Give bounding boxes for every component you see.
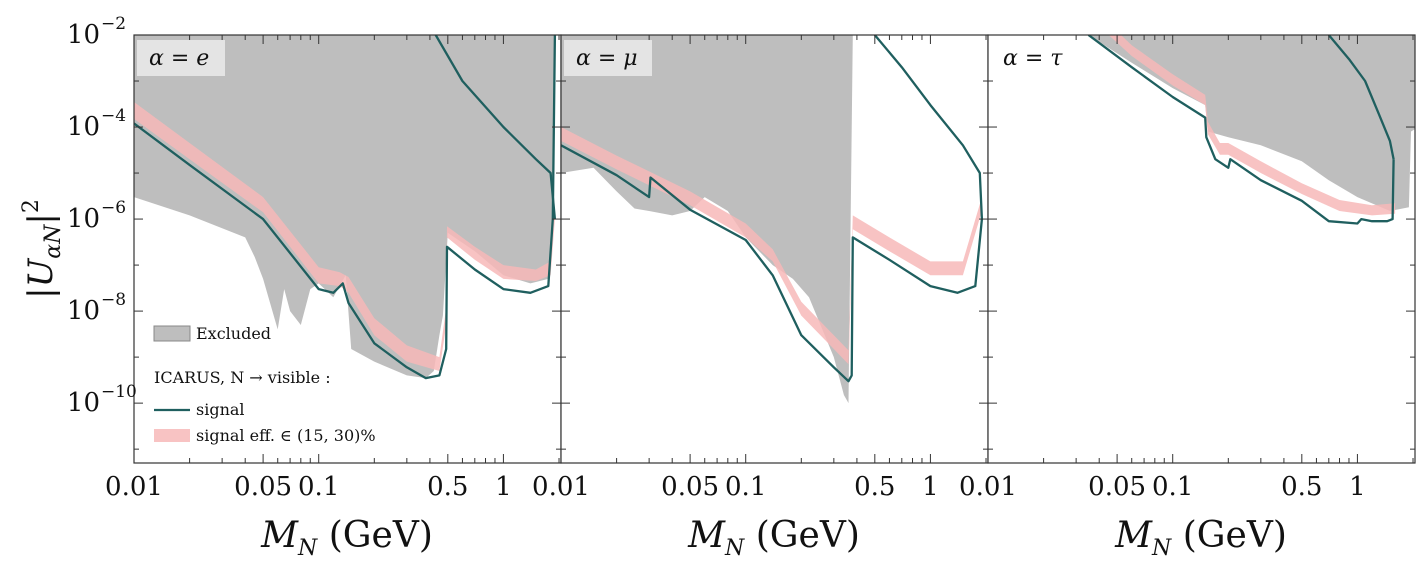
panel-label-e: α = e xyxy=(149,46,209,71)
signal-upper-line-mu xyxy=(873,35,984,220)
y-axis-label: |UαN|2 xyxy=(19,199,66,299)
panel-label-tau: α = τ xyxy=(1003,46,1063,71)
x-tick-label-mu: 0.5 xyxy=(854,472,895,502)
panel-label-mu: α = μ xyxy=(576,46,638,71)
y-tick-label: 10 xyxy=(67,20,100,50)
signal-upper-line-tau xyxy=(1327,35,1395,160)
panel-tau: 0.01 0.05 0.1 0.5 1 α = τ xyxy=(959,34,1416,502)
x-tick-label-mu: 0.05 xyxy=(661,472,719,502)
x-tick-label-e: 1 xyxy=(495,472,512,502)
legend-excluded-swatch xyxy=(153,325,191,342)
excluded-region-e xyxy=(134,35,561,379)
x-tick-label-mu: 0.01 xyxy=(532,472,590,502)
frame-tau xyxy=(987,34,1416,464)
x-tick-label-tau: 0.05 xyxy=(1088,472,1146,502)
x-tick-label-e: 0.5 xyxy=(427,472,468,502)
x-tick-label-tau: 1 xyxy=(1349,472,1366,502)
efficiency-band-tau xyxy=(1108,35,1396,216)
panel-e: 0.01 0.05 0.1 0.5 1 α = e xyxy=(105,34,562,502)
efficiency-band-mu xyxy=(561,127,982,365)
legend-signal-label: signal xyxy=(196,400,245,419)
y-tick-label: 10 xyxy=(67,388,100,418)
panel-label-box-mu xyxy=(564,40,652,76)
x-tick-label-tau: 0.5 xyxy=(1281,472,1322,502)
x-tick-label-e: 0.05 xyxy=(234,472,292,502)
x-tick-label-mu: 0.1 xyxy=(725,472,766,502)
x-tick-label-mu: 1 xyxy=(922,472,939,502)
y-tick-exponent: −6 xyxy=(101,198,126,218)
x-tick-label-tau: 0.01 xyxy=(959,472,1017,502)
legend-band-label: signal eff. ∈ (15, 30)% xyxy=(196,426,376,445)
y-tick-label: 10 xyxy=(67,204,100,234)
signal-line-tau xyxy=(1087,35,1395,225)
legend-header: ICARUS, N → visible : xyxy=(154,368,331,387)
signal-line-mu xyxy=(561,144,984,383)
x-axis-label-e: MN (GeV) xyxy=(260,515,433,561)
y-tick-label: 10 xyxy=(67,112,100,142)
y-tick-exponent: −4 xyxy=(101,106,126,126)
x-tick-label-tau: 0.1 xyxy=(1152,472,1193,502)
y-tick-exponent: −2 xyxy=(101,14,126,34)
legend-excluded-label: Excluded xyxy=(196,324,271,343)
signal-upper-line-e xyxy=(434,35,557,220)
panel-mu: 0.01 0.05 0.1 0.5 1 α = μ xyxy=(532,34,989,502)
x-axis-label-mu: MN (GeV) xyxy=(687,515,860,561)
legend: Excluded ICARUS, N → visible : signal si… xyxy=(153,324,376,445)
excluded-region-mu xyxy=(561,35,988,404)
y-tick-exponent: −8 xyxy=(101,290,126,310)
y-tick-label: 10 xyxy=(67,296,100,326)
y-tick-exponent: −10 xyxy=(101,382,137,402)
x-tick-label-e: 0.1 xyxy=(298,472,339,502)
signal-line-e xyxy=(134,35,557,380)
panel-label-box-e xyxy=(137,40,225,76)
x-tick-label-e: 0.01 xyxy=(105,472,163,502)
x-axis-label-tau: MN (GeV) xyxy=(1114,515,1287,561)
legend-band-swatch xyxy=(154,429,190,442)
